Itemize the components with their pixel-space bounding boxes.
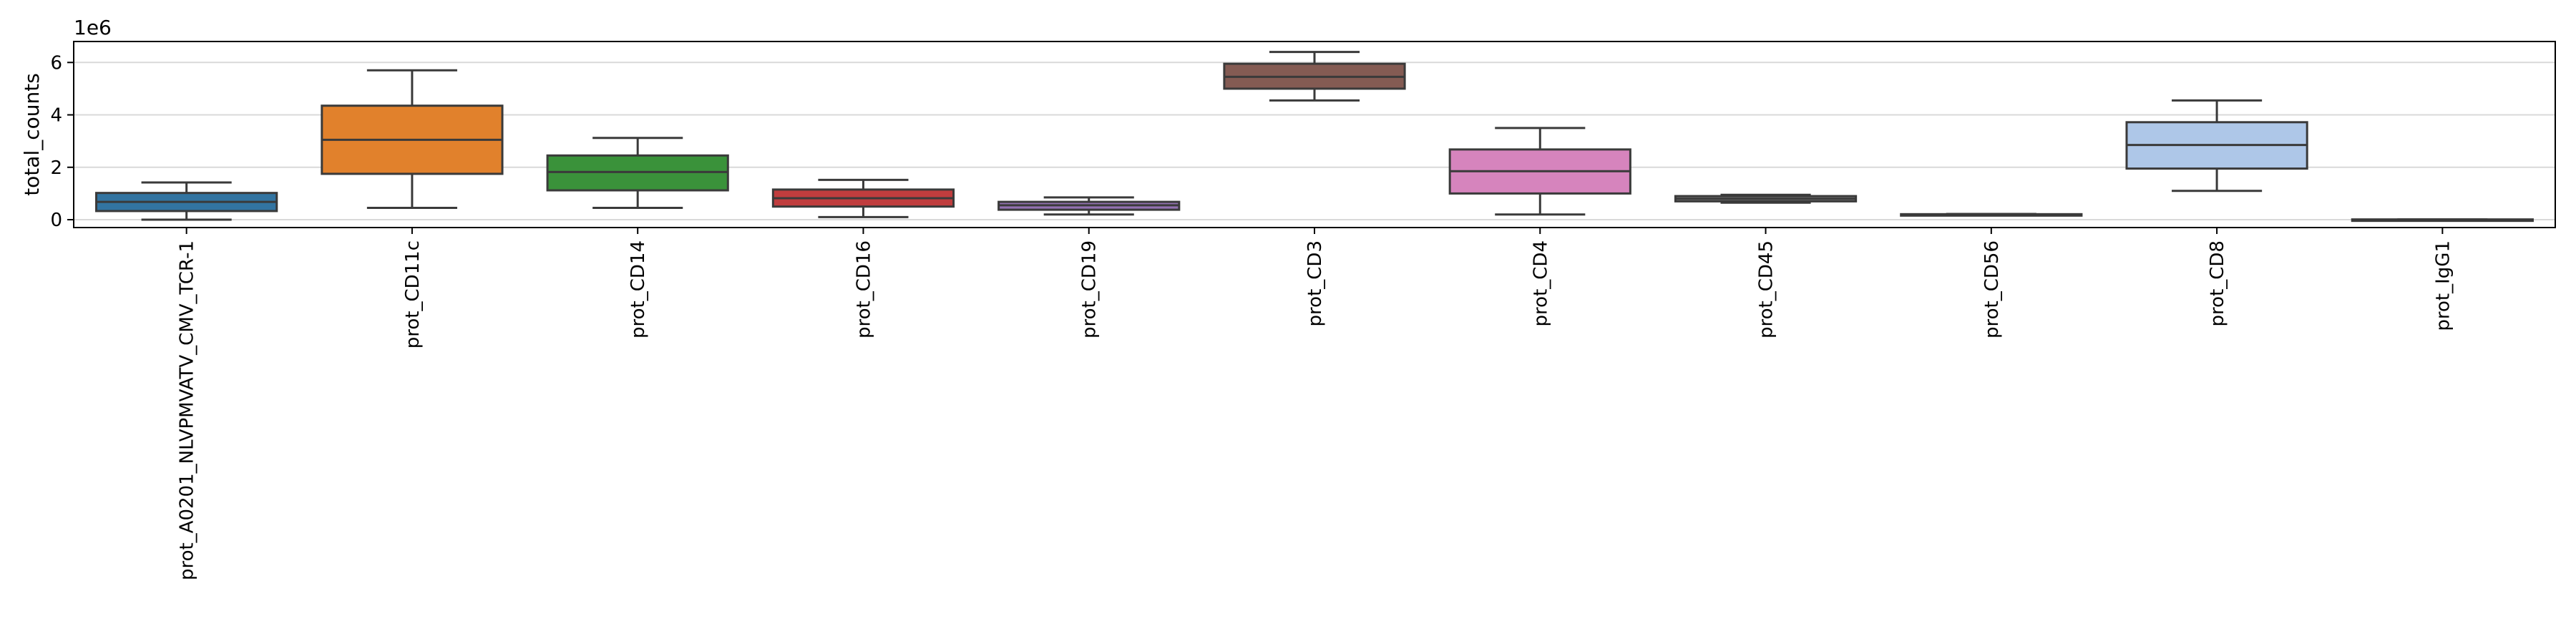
x-axis: prot_A0201_NLVPMVATV_CMV_TCR-1 prot_CD11c… (177, 228, 2454, 580)
x-tick-label: prot_CD11c (402, 240, 424, 348)
x-tick-label: prot_IgG1 (2432, 240, 2454, 331)
box-prot_CD8 (2125, 99, 2308, 192)
box-prot_IgG1 (2351, 218, 2534, 223)
box-prot_CD56 (1900, 213, 2083, 217)
box-prot_A0201_NLVPMVATV_CMV_TCR-1 (95, 181, 278, 221)
y-axis-title: total_counts (20, 73, 44, 196)
box-prot_CD16 (771, 178, 955, 218)
x-tick-label: prot_CD45 (1756, 240, 1777, 338)
box-prot_CD19 (997, 196, 1181, 216)
box-prot_CD14 (546, 137, 729, 210)
x-tick-label: prot_CD3 (1304, 240, 1326, 326)
y-tick-label: 6 (50, 52, 62, 74)
x-tick-label: prot_A0201_NLVPMVATV_CMV_TCR-1 (177, 240, 198, 580)
y-offset-label: 1e6 (74, 16, 112, 39)
box-series (95, 51, 2534, 223)
x-tick-label: prot_CD19 (1079, 240, 1101, 338)
box-prot_CD11c (321, 69, 504, 210)
x-tick-label: prot_CD4 (1530, 240, 1551, 326)
x-tick-label: prot_CD8 (2207, 240, 2228, 326)
y-tick-label: 4 (50, 105, 62, 127)
x-tick-label: prot_CD56 (1981, 240, 2003, 338)
box-prot_CD3 (1223, 51, 1406, 102)
box-prot_CD4 (1448, 127, 1631, 216)
y-tick-label: 2 (50, 157, 62, 179)
y-axis: 0 2 4 6 (50, 52, 74, 231)
y-tick-label: 0 (50, 210, 62, 231)
box-prot_CD45 (1674, 193, 1858, 204)
x-tick-label: prot_CD14 (628, 240, 649, 338)
x-tick-label: prot_CD16 (853, 240, 874, 338)
